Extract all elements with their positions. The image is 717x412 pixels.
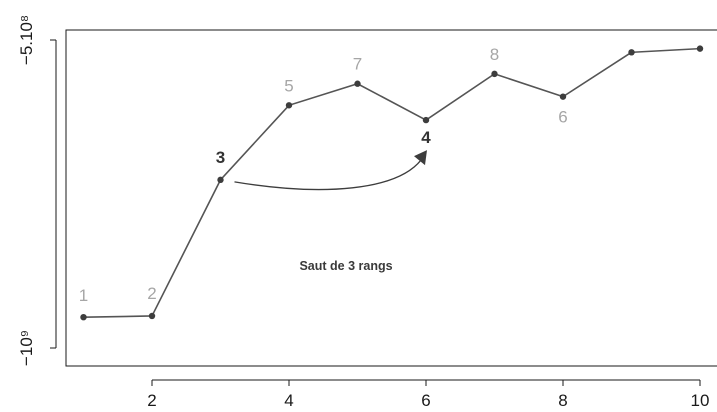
data-point — [354, 80, 361, 87]
x-tick-label: 4 — [284, 391, 293, 410]
data-point — [491, 70, 498, 78]
rank-label: 8 — [490, 45, 499, 64]
rank-label: 2 — [147, 284, 156, 303]
data-point — [559, 93, 567, 100]
rank-label: 4 — [421, 128, 431, 147]
rank-label: 5 — [284, 76, 293, 95]
rank-label: 3 — [216, 148, 225, 167]
annotation-text: Saut de 3 rangs — [299, 259, 392, 273]
series-line — [83, 47, 701, 318]
rank-label: 7 — [353, 55, 362, 74]
data-point — [696, 45, 704, 52]
x-tick-label: 6 — [421, 391, 430, 410]
annotation-arrowhead — [414, 150, 427, 166]
data-point — [217, 176, 224, 184]
x-tick-label: 8 — [558, 391, 567, 410]
data-point — [628, 49, 635, 56]
rank-label: 6 — [558, 108, 567, 127]
data-point — [80, 314, 87, 321]
data-point — [422, 116, 430, 124]
data-point — [148, 312, 156, 320]
x-tick-label: 10 — [691, 391, 710, 410]
annotation-arrow — [234, 159, 422, 191]
x-tick-label: 2 — [147, 391, 156, 410]
plot-frame — [65, 29, 717, 367]
data-point — [285, 102, 293, 109]
y-tick-label: −5.10⁸ — [17, 15, 36, 65]
rank-label: 1 — [79, 286, 88, 305]
y-tick-label: −10⁹ — [17, 330, 36, 366]
